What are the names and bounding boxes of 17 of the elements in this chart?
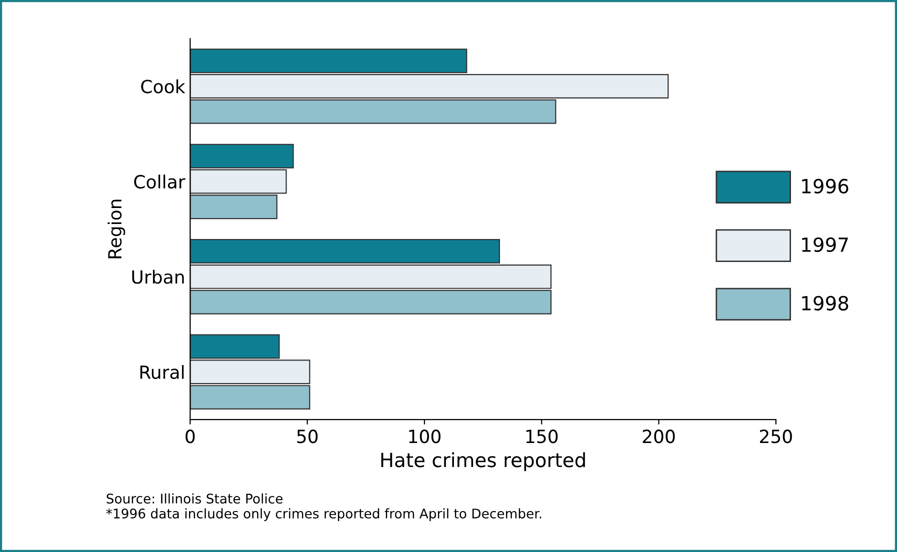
source-note: Source: Illinois State Police	[106, 493, 283, 504]
legend-label: 1997	[802, 237, 848, 252]
y-tick-label: Cook	[141, 79, 186, 94]
x-tick-label: 200	[642, 430, 675, 444]
x-axis-title: Hate crimes reported	[381, 452, 585, 472]
x-tick-label: 50	[297, 430, 318, 444]
y-tick-label: Urban	[132, 270, 184, 284]
x-tick-label: 250	[760, 430, 792, 444]
x-tick-label: 0	[186, 430, 195, 444]
text: *1996 data includes only crimes reported from April to December.	[106, 508, 542, 522]
x-tick-label: 100	[409, 430, 440, 444]
y-axis-title: Region	[108, 200, 126, 258]
legend-label: 1998	[802, 296, 848, 311]
y-tick-label: Collar	[134, 174, 186, 189]
legend-label: 1996	[802, 178, 848, 194]
x-tick-label: 150	[526, 430, 558, 444]
y-tick-label: Rural	[140, 365, 184, 380]
